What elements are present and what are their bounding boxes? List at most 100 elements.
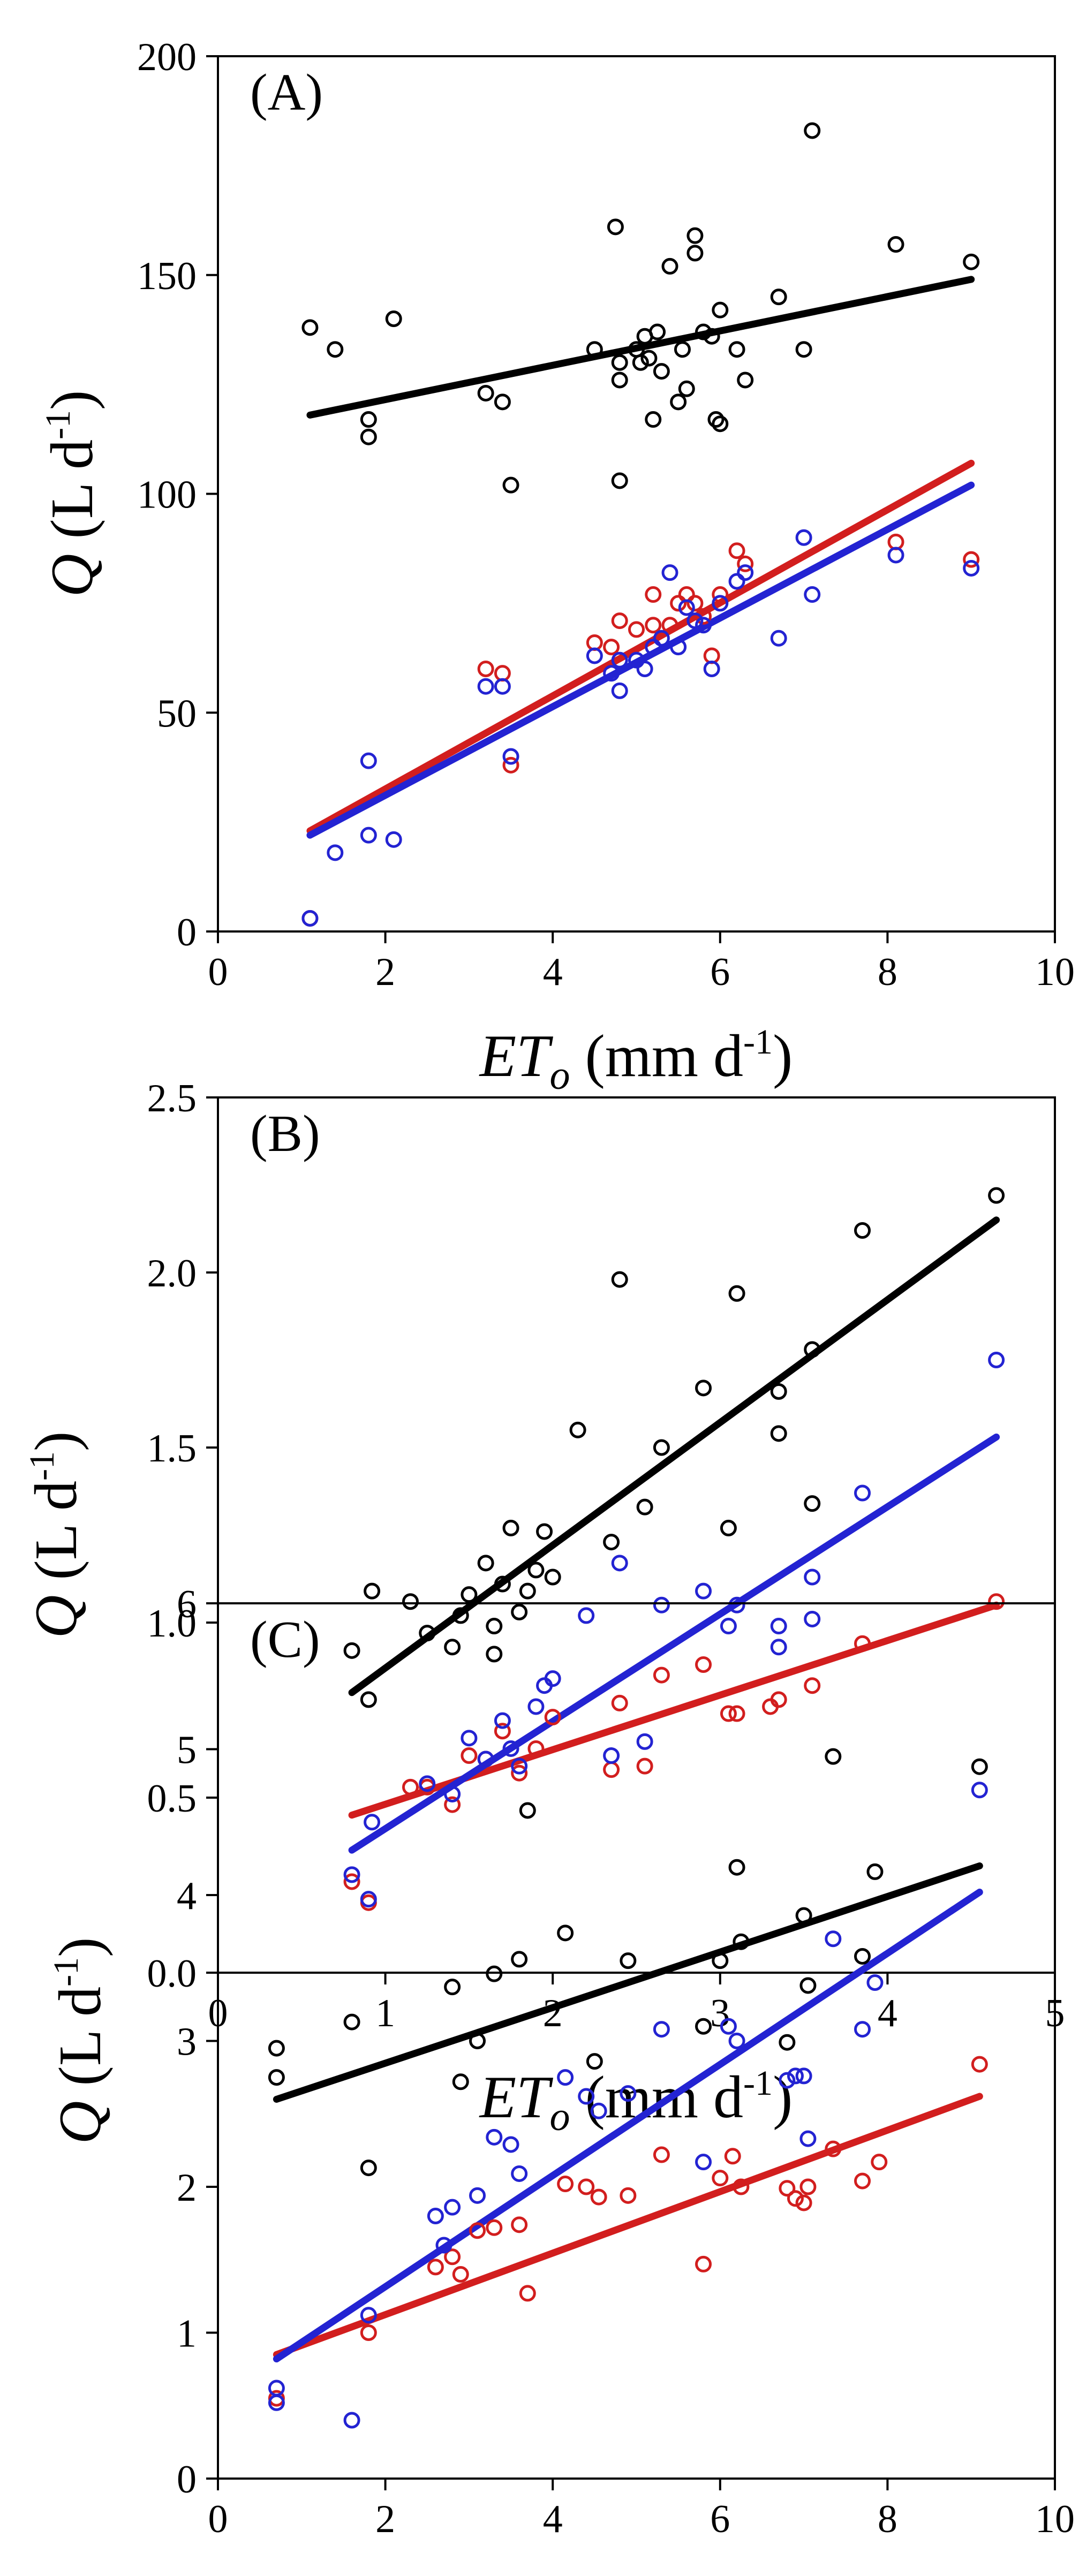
blue-data-point	[804, 586, 821, 603]
y-tick-label: 3	[177, 2020, 197, 2064]
black-data-point	[799, 1977, 817, 1994]
black-data-point	[452, 1607, 469, 1624]
black-data-point	[770, 1425, 787, 1442]
blue-data-point	[825, 1930, 842, 1948]
black-data-point	[511, 1951, 528, 1968]
blue-data-point	[502, 748, 519, 765]
red-data-point	[712, 586, 729, 603]
data-points	[343, 1187, 1005, 1911]
panel-c: 0 2 4 6 8 10 0 1 2 3 4 5 6 (C) Q (L d-1) ETo (mm d-1…	[47, 1582, 1075, 2576]
black-data-point	[268, 2040, 285, 2057]
black-data-point	[536, 1523, 553, 1540]
red-data-point	[670, 595, 687, 612]
blue-data-point	[494, 678, 511, 695]
blue-regression-line	[348, 1433, 1000, 1854]
black-data-point	[733, 1933, 750, 1950]
black-data-point	[674, 341, 691, 358]
y-tick-label: 0.5	[147, 1777, 197, 1821]
red-data-point	[603, 1761, 620, 1778]
blue-data-point	[502, 2136, 519, 2153]
blue-data-point	[854, 1484, 871, 1502]
blue-data-point	[988, 1352, 1005, 1368]
black-data-point	[703, 328, 720, 345]
blue-data-point	[444, 1785, 461, 1802]
black-data-point	[866, 1863, 884, 1880]
blue-data-point	[486, 2128, 503, 2146]
x-tick-label: 4	[543, 2497, 563, 2541]
red-data-point	[733, 2178, 750, 2195]
blue-regression-line	[273, 1889, 983, 2363]
blue-data-point	[866, 1974, 884, 1991]
black-regression-line	[306, 276, 975, 419]
y-tick-label: 200	[137, 35, 197, 79]
blue-data-point	[590, 2102, 607, 2119]
black-data-point	[695, 323, 712, 340]
red-data-point	[728, 1705, 745, 1722]
blue-data-point	[268, 2394, 285, 2411]
x-tick-label: 4	[543, 950, 563, 994]
black-data-point	[649, 323, 666, 340]
blue-data-point	[887, 547, 904, 564]
black-data-point	[360, 411, 377, 428]
red-data-point	[825, 2140, 842, 2157]
blue-data-point	[477, 678, 494, 695]
blue-data-point	[611, 682, 628, 699]
red-data-point	[871, 2154, 888, 2171]
black-data-point	[268, 2069, 285, 2086]
blue-data-point	[557, 2069, 574, 2086]
blue-data-point	[494, 1712, 511, 1729]
blue-data-point	[963, 559, 980, 577]
blue-data-point	[653, 2021, 670, 2038]
blue-data-point	[511, 2165, 528, 2182]
x-axis-label: ETo (mm d-1)	[479, 1022, 793, 1098]
black-data-point	[770, 289, 787, 306]
y-tick-label: 1.5	[147, 1427, 197, 1471]
black-data-point	[360, 2160, 377, 2177]
black-regression-line	[348, 1216, 1000, 1696]
black-data-point	[502, 476, 519, 494]
blue-data-point	[779, 2072, 796, 2089]
red-regression-line	[306, 459, 975, 835]
black-data-point	[971, 1758, 988, 1775]
blue-data-point	[620, 2085, 637, 2102]
plot-frame	[217, 1602, 1056, 2480]
blue-data-point	[799, 2130, 817, 2147]
red-data-point	[477, 661, 494, 677]
black-data-point	[385, 310, 402, 327]
x-tick-label: 2	[375, 2497, 395, 2541]
blue-data-point	[728, 1596, 745, 1613]
red-data-point	[486, 2219, 503, 2236]
x-axis-label: ETo (mm d-1)	[479, 2570, 793, 2576]
plot-frame	[217, 55, 1056, 933]
black-data-point	[887, 236, 904, 253]
red-data-point	[620, 2187, 637, 2204]
red-data-point	[787, 2190, 804, 2207]
red-data-point	[557, 2176, 574, 2193]
black-data-point	[695, 2018, 712, 2035]
red-data-point	[469, 2222, 486, 2239]
blue-data-point	[787, 2067, 804, 2085]
black-data-point	[686, 245, 704, 262]
red-data-point	[611, 1694, 628, 1711]
red-data-point	[854, 1635, 871, 1652]
blue-data-point	[360, 827, 377, 844]
black-data-point	[988, 1187, 1005, 1204]
red-data-point	[661, 617, 678, 634]
red-data-point	[724, 2148, 741, 2165]
red-data-point	[502, 756, 519, 774]
fit-lines	[348, 1216, 1000, 1854]
y-tick-label: 1	[177, 2312, 197, 2356]
blue-data-point	[728, 2033, 745, 2049]
x-tick-label: 0	[208, 950, 228, 994]
black-data-point	[611, 472, 628, 489]
black-data-point	[728, 1285, 745, 1302]
black-data-point	[728, 341, 745, 358]
black-data-point	[477, 1555, 494, 1572]
blue-data-point	[364, 1814, 381, 1831]
red-data-point	[461, 1747, 478, 1764]
x-tick-label: 6	[710, 2497, 730, 2541]
blue-data-point	[527, 1698, 545, 1715]
blue-data-point	[327, 844, 344, 861]
red-data-point	[360, 2324, 377, 2341]
blue-data-point	[854, 2021, 871, 2038]
